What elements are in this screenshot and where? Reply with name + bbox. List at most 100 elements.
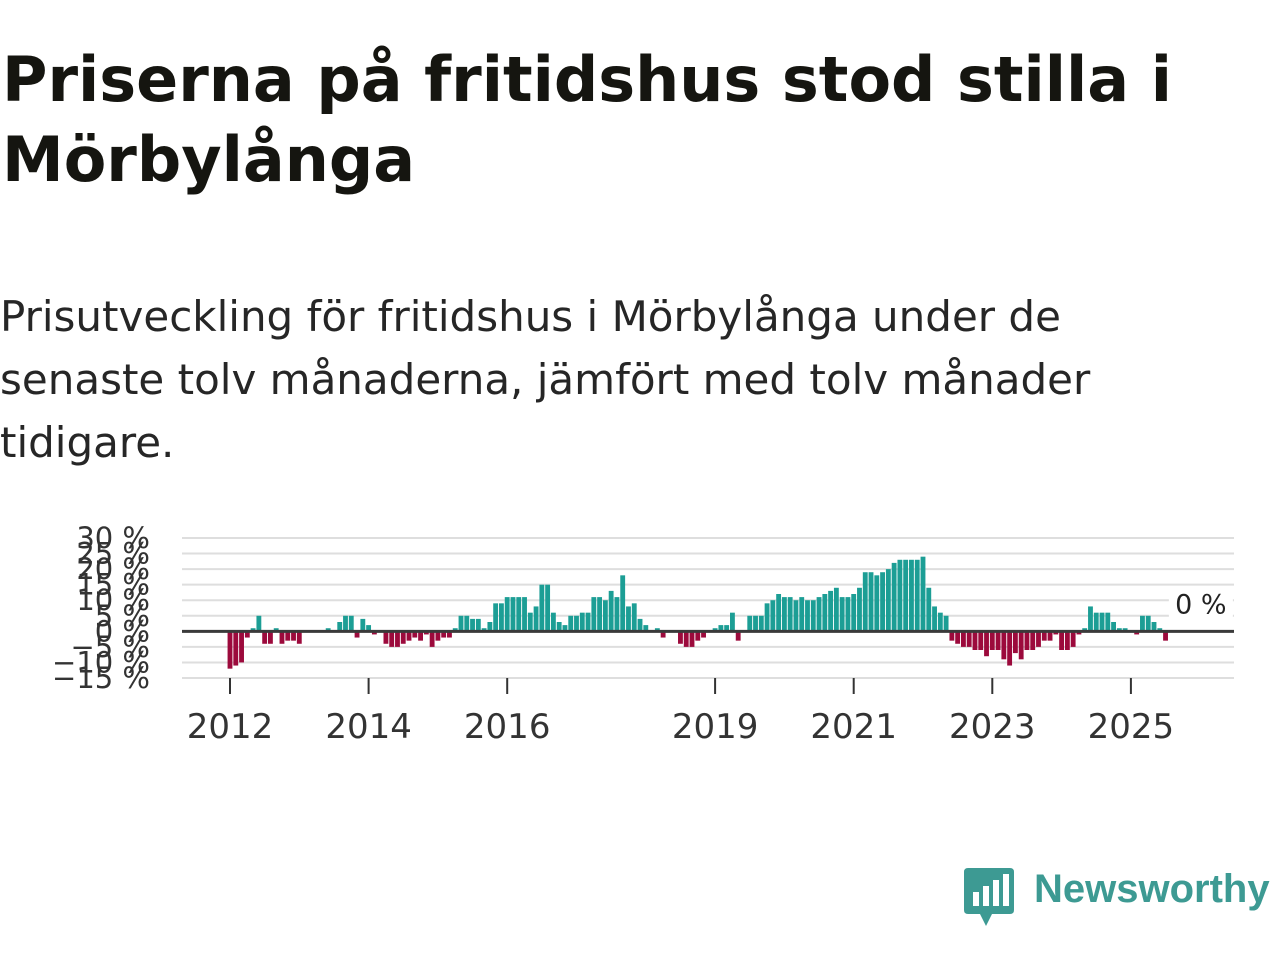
- bar: [504, 597, 510, 632]
- bar: [475, 618, 481, 632]
- bar: [793, 600, 799, 632]
- bar: [591, 597, 597, 632]
- bar: [695, 631, 701, 641]
- y-tick-label: 15 %: [76, 568, 150, 602]
- annotation-label: 0 %: [1175, 589, 1226, 620]
- chart-subtitle: Prisutveckling för fritidshus i Mörbylån…: [0, 292, 1091, 467]
- bar: [781, 597, 787, 632]
- bar-chart: −15 %−10 %−5 %0 %5 %10 %15 %20 %25 %30 %…: [52, 521, 1234, 747]
- x-tick-label: 2023: [949, 707, 1036, 747]
- bar: [862, 572, 868, 632]
- bar: [348, 615, 354, 632]
- bar: [244, 631, 250, 638]
- bar: [602, 600, 608, 632]
- bar: [279, 631, 285, 644]
- bar: [683, 631, 689, 647]
- bar: [1088, 606, 1093, 632]
- bar: [758, 615, 764, 632]
- bar: [885, 569, 891, 632]
- y-tick-label: 25 %: [76, 537, 150, 571]
- bar: [961, 631, 966, 647]
- bar: [585, 612, 591, 632]
- x-tick-label: 2014: [325, 707, 412, 747]
- bar: [701, 631, 706, 638]
- bar: [1047, 631, 1053, 641]
- bar: [937, 612, 943, 632]
- bar: [533, 606, 539, 632]
- grid-lines: [182, 537, 1234, 679]
- bar: [233, 631, 239, 666]
- bar: [481, 628, 487, 632]
- bar: [1145, 615, 1151, 632]
- y-tick-label: 20 %: [76, 552, 150, 586]
- bar: [874, 575, 880, 632]
- bar: [1070, 631, 1076, 647]
- newsworthy-logo: Newsworthy: [964, 864, 1276, 928]
- bar: [643, 625, 649, 632]
- x-tick-label: 2021: [810, 707, 897, 747]
- bar: [464, 615, 470, 632]
- bar: [730, 612, 735, 632]
- bar: [770, 600, 776, 632]
- bar: [880, 572, 885, 632]
- bar: [487, 622, 493, 632]
- bar: [620, 575, 626, 632]
- bar: [268, 631, 273, 644]
- bar: [383, 631, 389, 644]
- bar: [810, 600, 816, 632]
- bar: [458, 615, 464, 632]
- bar: [816, 597, 822, 632]
- y-tick-label: −10 %: [52, 645, 150, 679]
- bar: [776, 594, 782, 632]
- bar: [395, 631, 400, 647]
- bar: [1053, 631, 1059, 635]
- bar: [926, 587, 932, 632]
- bar: [256, 615, 262, 632]
- bar: [984, 631, 989, 657]
- bar: [556, 622, 562, 632]
- bar: [527, 612, 533, 632]
- y-tick-label: 5 %: [95, 599, 150, 633]
- annotation: 0 %: [1168, 587, 1233, 622]
- annotation-background: [1168, 587, 1233, 622]
- y-tick-label: 0 %: [95, 614, 150, 648]
- bar: [366, 625, 372, 632]
- bar: [787, 597, 793, 632]
- bar: [423, 631, 429, 635]
- bar: [1163, 631, 1168, 641]
- bar: [1082, 628, 1088, 632]
- bar: [296, 631, 302, 644]
- bar: [239, 631, 244, 663]
- bar: [522, 597, 527, 632]
- bar: [1007, 631, 1013, 666]
- bar: [712, 628, 718, 632]
- bar: [493, 603, 499, 632]
- bar: [550, 612, 556, 632]
- bar-chart-speech-bubble-icon: [964, 868, 1014, 926]
- bar: [262, 631, 268, 644]
- bar: [828, 590, 834, 632]
- bar: [1041, 631, 1047, 641]
- bar: [972, 631, 978, 650]
- bar: [291, 631, 296, 641]
- bar: [753, 615, 758, 632]
- bar: [1059, 631, 1065, 650]
- bar: [932, 606, 937, 632]
- bar: [909, 559, 914, 632]
- bar: [943, 615, 949, 632]
- bar: [250, 628, 256, 632]
- bar: [574, 615, 579, 632]
- bar: [891, 562, 897, 632]
- bar: [1122, 628, 1128, 632]
- bar: [897, 559, 903, 632]
- x-tick-label: 2016: [464, 707, 551, 747]
- x-axis-ticks: 2012 2014 2016 2019 2021 2023 2025: [187, 678, 1174, 747]
- bar: [995, 631, 1001, 650]
- bar: [1064, 631, 1070, 650]
- bar: [614, 597, 620, 632]
- bar: [654, 628, 660, 632]
- bar: [389, 631, 395, 647]
- bar: [1018, 631, 1024, 660]
- bar: [914, 559, 920, 632]
- bars: [227, 556, 1168, 669]
